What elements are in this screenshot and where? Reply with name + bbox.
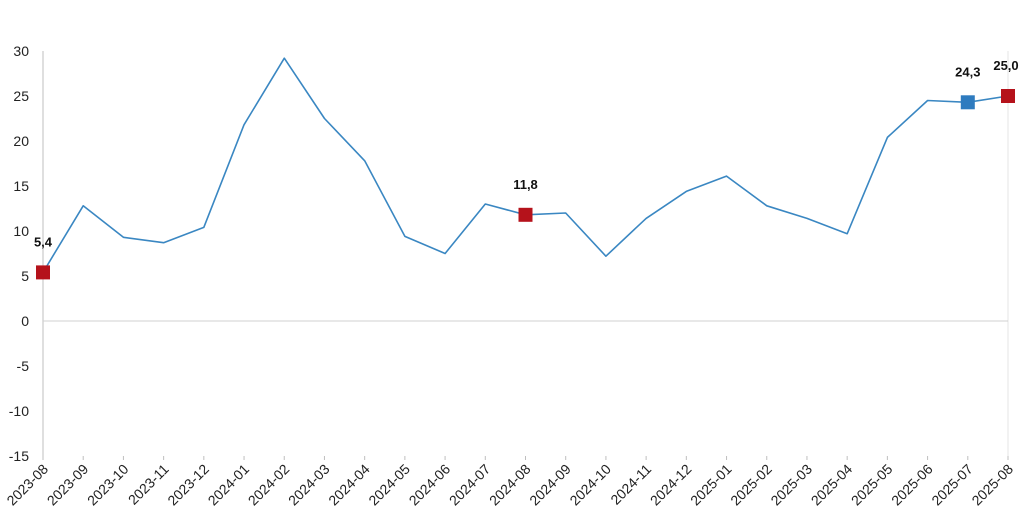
y-tick-label: 15 (13, 178, 29, 194)
x-tick-label: 2025-01 (687, 461, 735, 509)
x-tick-label: 2024-03 (285, 461, 333, 509)
x-axis-ticks: 2023-082023-092023-102023-112023-122024-… (3, 456, 1016, 508)
y-tick-label: -15 (9, 448, 29, 464)
y-tick-label: 25 (13, 88, 29, 104)
x-tick-label: 2024-08 (486, 461, 534, 509)
highlight-marker (36, 265, 50, 280)
highlight-marker (518, 207, 533, 222)
x-tick-label: 2025-05 (848, 461, 896, 509)
x-tick-label: 2024-04 (325, 461, 373, 509)
y-axis-ticks: 30 25 20 15 10 5 0 -5 -10 -15 (9, 43, 29, 464)
highlight-markers: 5,4 11,8 24,3 25,0 (34, 58, 1019, 280)
x-tick-label: 2025-04 (808, 461, 856, 509)
x-tick-label: 2024-10 (566, 461, 614, 509)
y-tick-label: -10 (9, 403, 29, 419)
x-tick-label: 2025-03 (767, 461, 815, 509)
y-tick-label: -5 (17, 358, 30, 374)
x-tick-label: 2024-11 (607, 461, 654, 508)
data-label: 11,8 (513, 177, 538, 192)
y-tick-label: 30 (13, 43, 29, 59)
y-tick-label: 5 (21, 268, 29, 284)
highlight-marker (1001, 89, 1015, 103)
x-tick-label: 2024-02 (245, 461, 293, 509)
data-label: 25,0 (993, 58, 1018, 73)
x-tick-label: 2025-07 (928, 461, 976, 509)
x-tick-label: 2024-12 (647, 461, 695, 509)
axes (42, 51, 1009, 456)
x-tick-label: 2023-09 (44, 461, 92, 509)
x-tick-label: 2025-02 (727, 461, 775, 509)
x-tick-label: 2023-11 (125, 461, 172, 508)
x-tick-label: 2024-01 (205, 461, 253, 509)
y-tick-label: 20 (13, 133, 29, 149)
highlight-marker (960, 95, 975, 110)
series-group (42, 57, 1009, 273)
y-tick-label: 0 (21, 313, 29, 329)
x-tick-label: 2024-06 (406, 461, 454, 509)
x-tick-label: 2025-06 (888, 461, 936, 509)
x-tick-label: 2023-10 (84, 461, 132, 509)
x-tick-label: 2024-05 (365, 461, 413, 509)
x-tick-label: 2023-08 (3, 461, 51, 509)
series-line (42, 57, 1009, 273)
x-tick-label: 2024-07 (446, 461, 494, 509)
data-label: 5,4 (34, 234, 53, 249)
data-label: 24,3 (955, 64, 980, 79)
x-tick-label: 2025-08 (968, 461, 1016, 509)
x-tick-label: 2023-12 (164, 461, 212, 509)
y-tick-label: 10 (13, 223, 29, 239)
x-tick-label: 2024-09 (526, 461, 574, 509)
